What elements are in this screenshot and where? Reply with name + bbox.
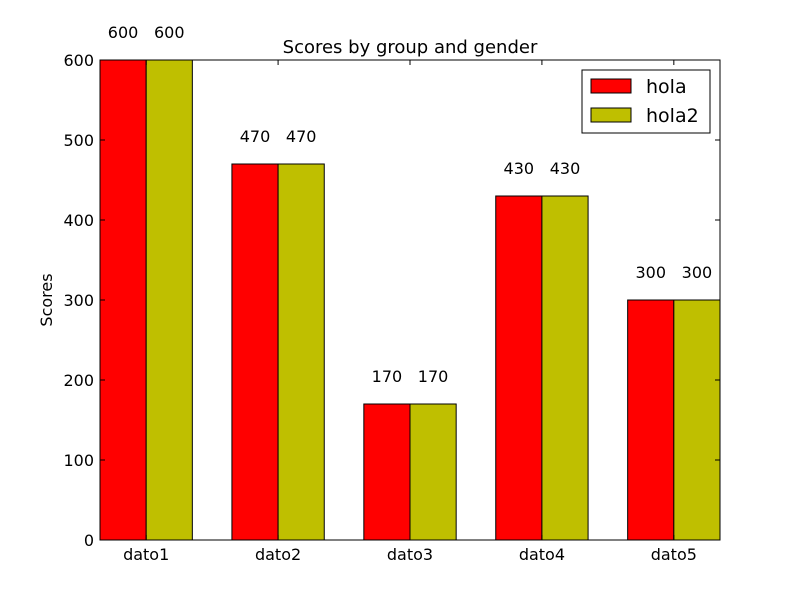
bar-hola2-dato4 xyxy=(541,195,589,541)
y-axis-label: Scores xyxy=(37,273,56,326)
data-label-hola-dato1: 600 xyxy=(108,23,139,42)
data-label-hola-dato2: 470 xyxy=(240,127,271,146)
y-tick-label-600: 600 xyxy=(63,51,94,70)
data-label-hola2-dato4: 430 xyxy=(550,159,581,178)
bar-hola-dato1 xyxy=(99,59,147,541)
x-tick-label-dato4: dato4 xyxy=(519,545,565,564)
data-label-hola2-dato1: 600 xyxy=(154,23,185,42)
bar-hola2-dato5 xyxy=(673,299,721,541)
bar-hola-dato5 xyxy=(627,299,675,541)
bars-group xyxy=(99,59,721,541)
y-tick-label-0: 0 xyxy=(84,531,94,550)
data-label-hola2-dato5: 300 xyxy=(682,263,713,282)
y-tick-label-200: 200 xyxy=(63,371,94,390)
legend: hola hola2 xyxy=(581,69,711,134)
data-label-hola2-dato2: 470 xyxy=(286,127,317,146)
bar-hola2-dato2 xyxy=(277,163,325,541)
y-tick-label-500: 500 xyxy=(63,131,94,150)
x-tick-label-dato3: dato3 xyxy=(387,545,433,564)
legend-label-hola2: hola2 xyxy=(646,105,699,127)
y-tick-label-100: 100 xyxy=(63,451,94,470)
bar-hola2-dato1 xyxy=(145,59,193,541)
data-label-hola2-dato3: 170 xyxy=(418,367,449,386)
y-tick-label-400: 400 xyxy=(63,211,94,230)
data-label-hola-dato5: 300 xyxy=(635,263,666,282)
ticks-group: dato1 dato2 dato3 dato4 dato5 0 100 200 300 400 50… xyxy=(63,51,720,564)
x-tick-label-dato1: dato1 xyxy=(123,545,169,564)
legend-label-hola: hola xyxy=(646,76,687,98)
data-label-hola-dato4: 430 xyxy=(504,159,535,178)
bar-hola-dato4 xyxy=(495,195,543,541)
plot-frame xyxy=(99,59,721,541)
chart-title: Scores by group and gender xyxy=(283,37,538,58)
bar-hola-dato2 xyxy=(231,163,279,541)
data-labels-group: 600 600 470 470 170 170 430 430 300 300 xyxy=(108,23,712,386)
bar-hola2-dato3 xyxy=(409,403,457,541)
y-tick-label-300: 300 xyxy=(63,291,94,310)
bar-hola-dato3 xyxy=(363,403,411,541)
data-label-hola-dato3: 170 xyxy=(372,367,403,386)
legend-swatch-hola xyxy=(590,78,632,94)
x-tick-label-dato5: dato5 xyxy=(651,545,697,564)
x-tick-label-dato2: dato2 xyxy=(255,545,301,564)
legend-swatch-hola2 xyxy=(590,107,632,123)
